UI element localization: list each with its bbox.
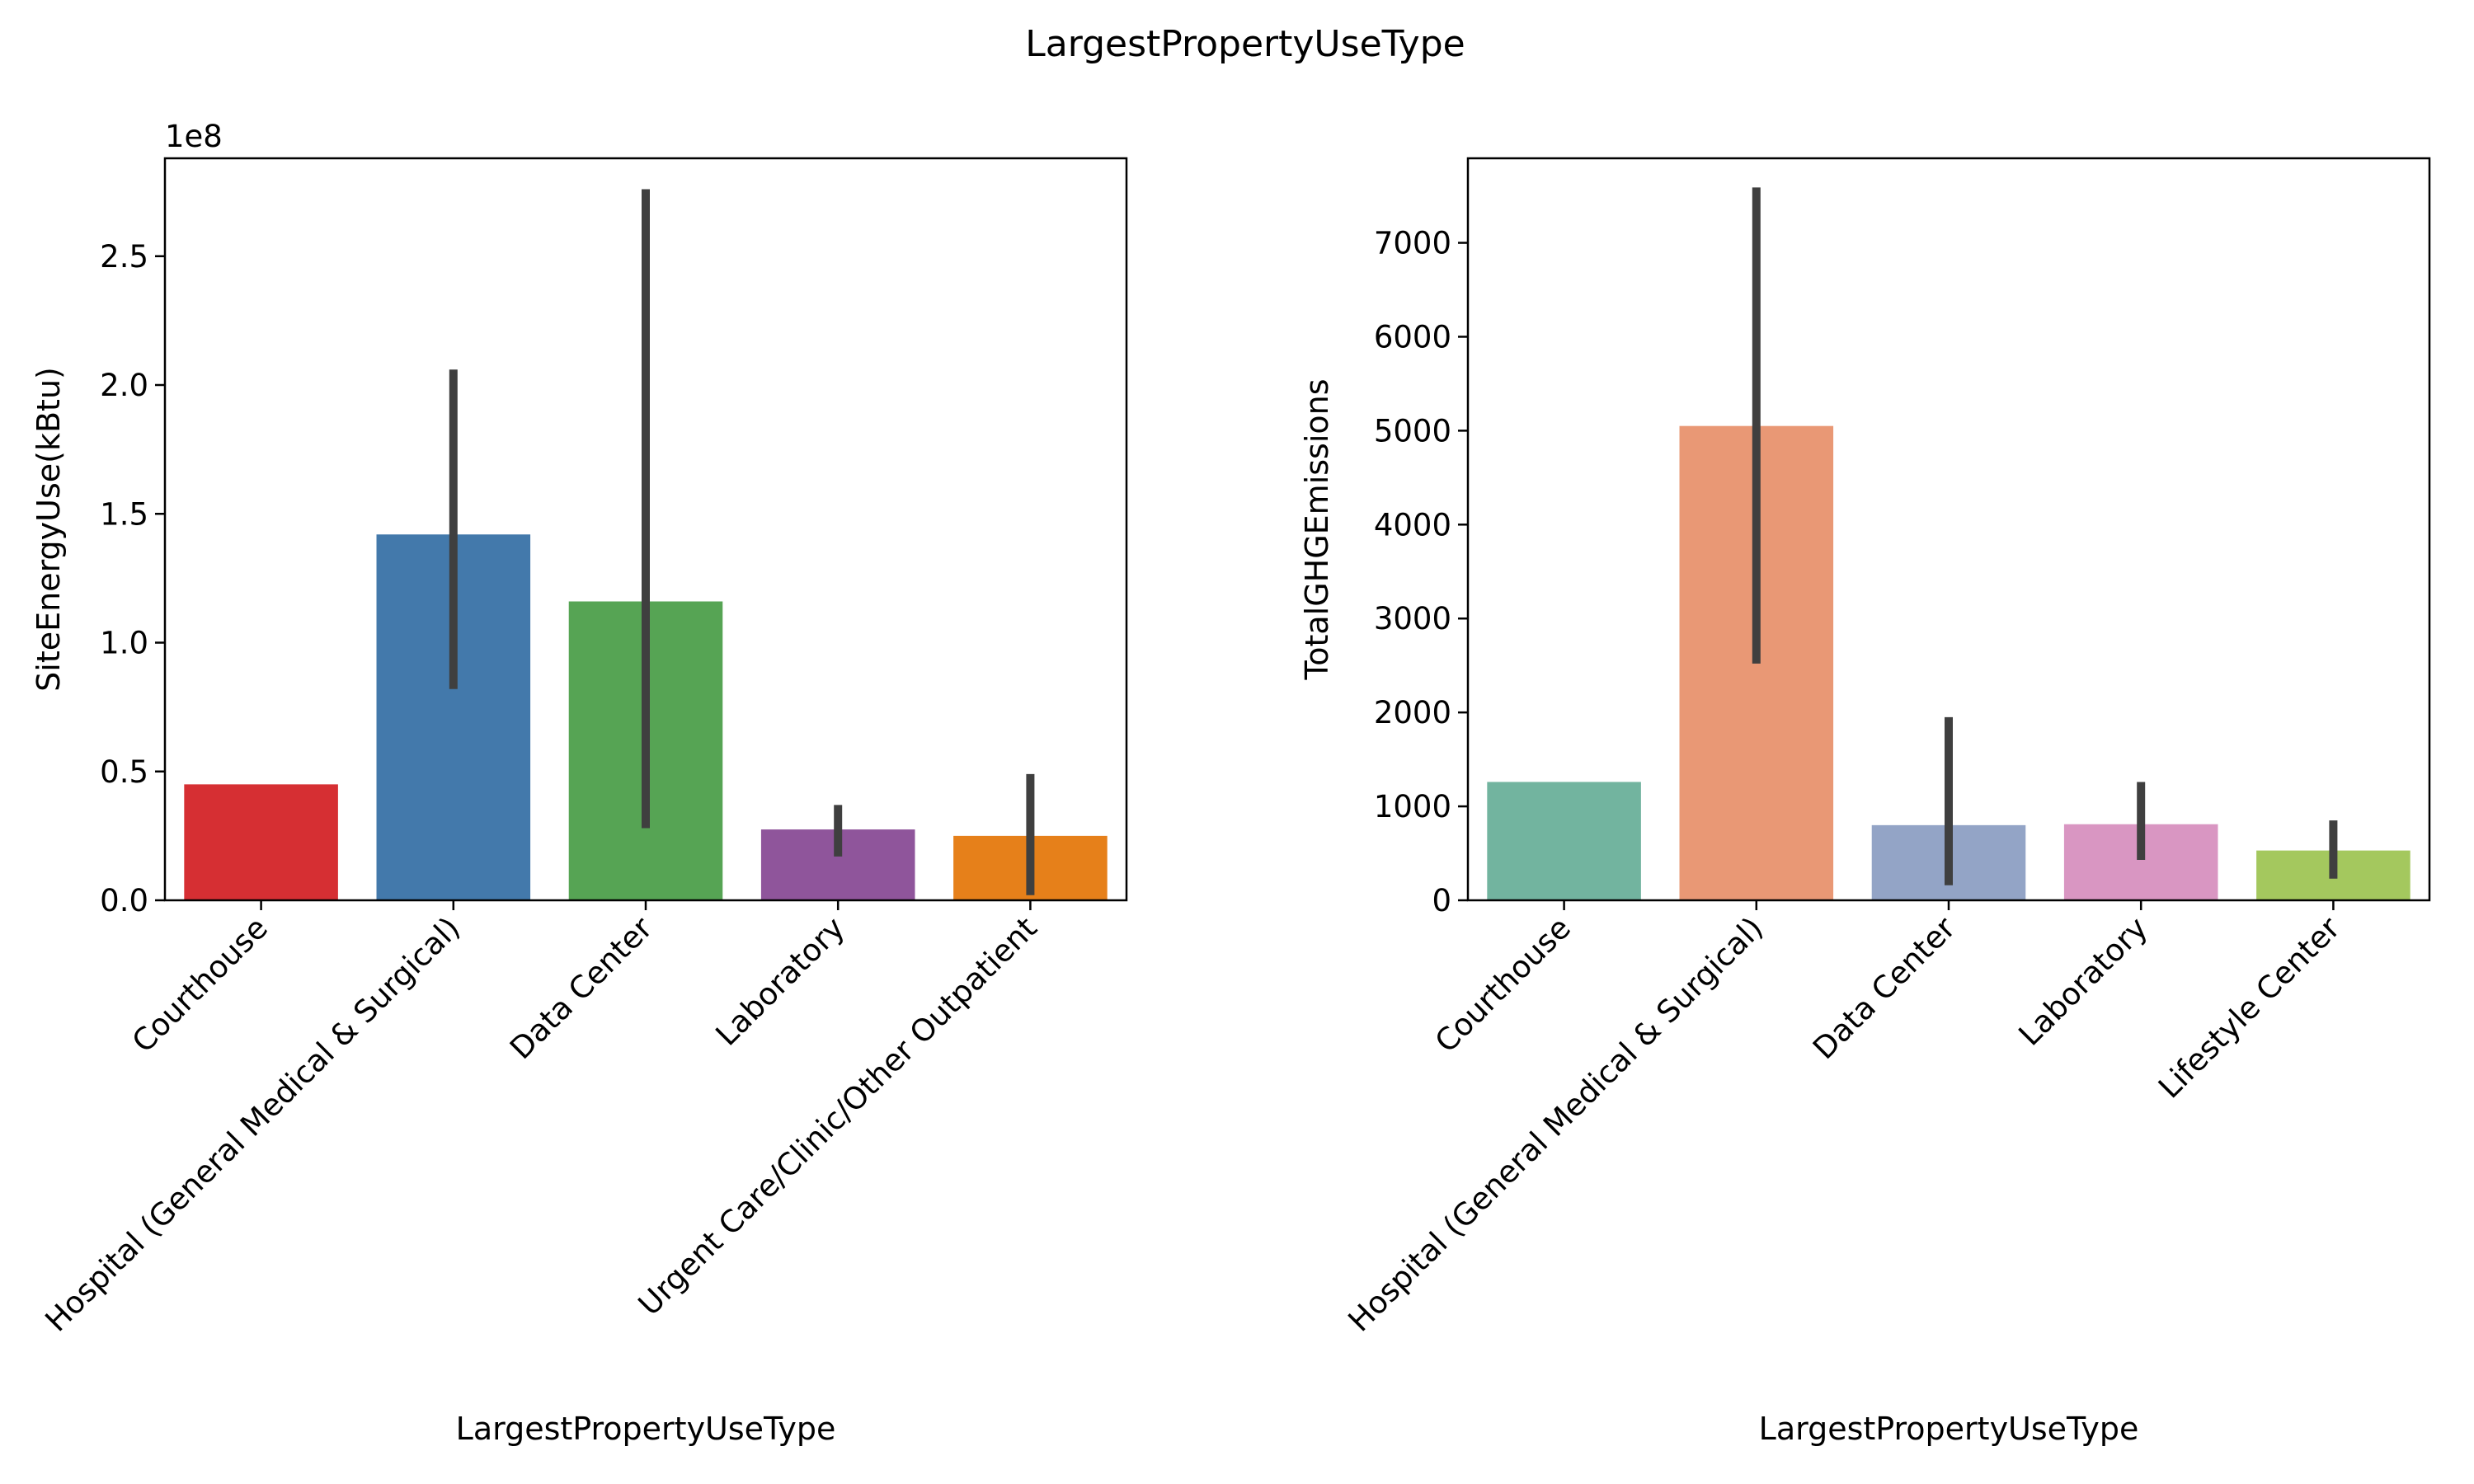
- y-tick-label: 1.0: [100, 626, 148, 661]
- x-tick-label: Courthouse: [1428, 910, 1578, 1059]
- x-tick-label: Hospital (General Medical & Surgical): [1342, 910, 1771, 1339]
- y-tick-label: 0: [1432, 883, 1451, 918]
- y-tick-label: 0.5: [100, 754, 148, 790]
- y-tick-label: 4000: [1374, 507, 1451, 542]
- y-offset-label: 1e8: [165, 119, 223, 154]
- y-tick-label: 1.5: [100, 496, 148, 532]
- x-tick-label: Laboratory: [2012, 910, 2155, 1053]
- y-tick-label: 5000: [1374, 413, 1451, 448]
- figure-title: LargestPropertyUseType: [1025, 23, 1465, 65]
- y-axis-label: SiteEnergyUse(kBtu): [31, 367, 67, 692]
- x-tick-label: Data Center: [1806, 909, 1963, 1066]
- bar: [1487, 782, 1641, 900]
- y-tick-label: 2000: [1374, 695, 1451, 730]
- y-tick-label: 7000: [1374, 226, 1451, 261]
- x-tick-label: Data Center: [503, 909, 660, 1066]
- y-tick-label: 2.0: [100, 368, 148, 403]
- x-tick-label: Lifestyle Center: [2152, 909, 2347, 1105]
- y-tick-label: 1000: [1374, 789, 1451, 824]
- y-axis-label: TotalGHGEmissions: [1299, 378, 1335, 680]
- x-tick-label: Urgent Care/Clinic/Other Outpatient: [632, 910, 1044, 1322]
- y-tick-label: 3000: [1374, 601, 1451, 636]
- x-tick-label: Courthouse: [125, 910, 275, 1059]
- y-tick-label: 0.0: [100, 883, 148, 918]
- bar: [184, 784, 338, 900]
- y-tick-label: 6000: [1374, 319, 1451, 355]
- x-tick-label: Laboratory: [709, 910, 852, 1053]
- right-chart: 0 1000 2000 3000 4000 5000 6000 7000 CourthouseH…: [1299, 157, 2431, 1447]
- x-axis-label: LargestPropertyUseType: [1759, 1411, 2139, 1447]
- x-tick-label: Hospital (General Medical & Surgical): [39, 910, 468, 1339]
- x-axis-label: LargestPropertyUseType: [456, 1411, 836, 1447]
- y-tick-label: 2.5: [100, 239, 148, 275]
